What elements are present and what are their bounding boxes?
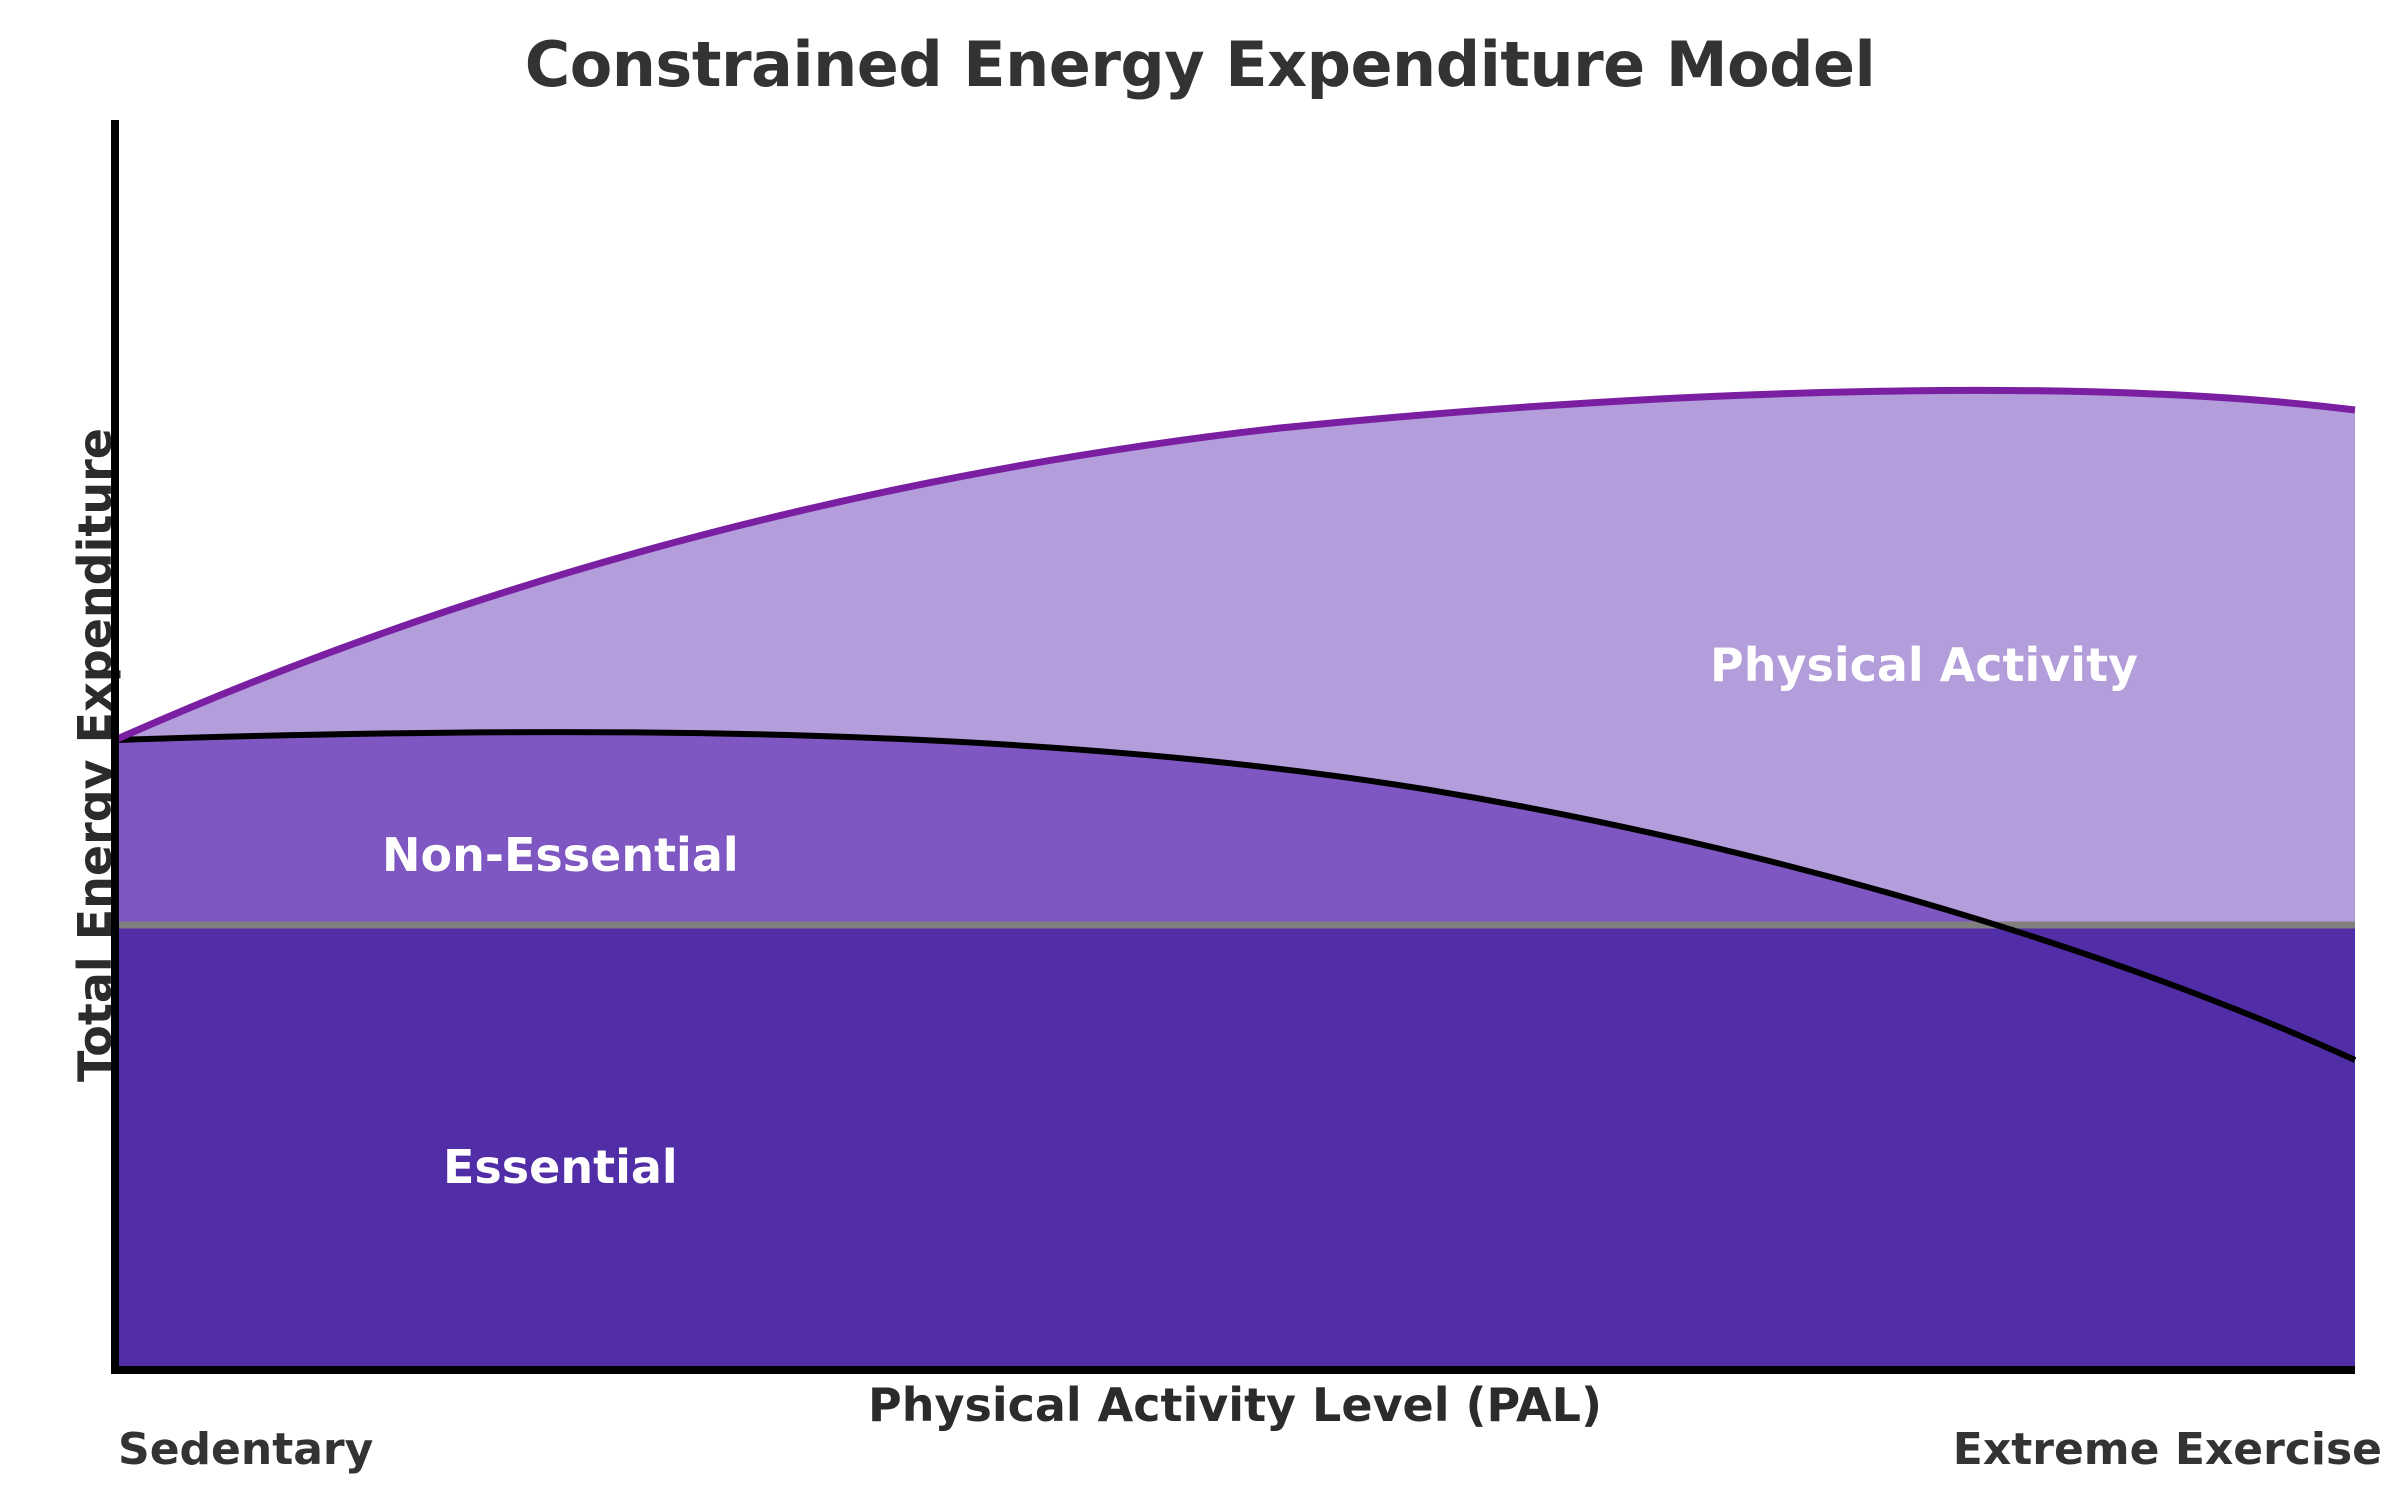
band-label-essential: Essential [443,1140,678,1194]
band-non-essential [115,732,2355,1060]
band-essential [115,925,2355,1370]
tee-curve [113,386,2356,744]
band-physical-activity [115,390,2355,1061]
band-label-non-essential: Non-Essential [382,828,739,882]
x-axis-label: Physical Activity Level (PAL) [868,1378,1602,1432]
band-label-physical-activity: Physical Activity [1710,638,2139,692]
x-tick-label-sedentary: Sedentary [118,1424,374,1475]
page-title: Constrained Energy Expenditure Model [524,28,1876,101]
x-tick-label-extreme-exercise: Extreme Exercise [1952,1424,2382,1475]
maintenance-curve [114,729,2357,1063]
